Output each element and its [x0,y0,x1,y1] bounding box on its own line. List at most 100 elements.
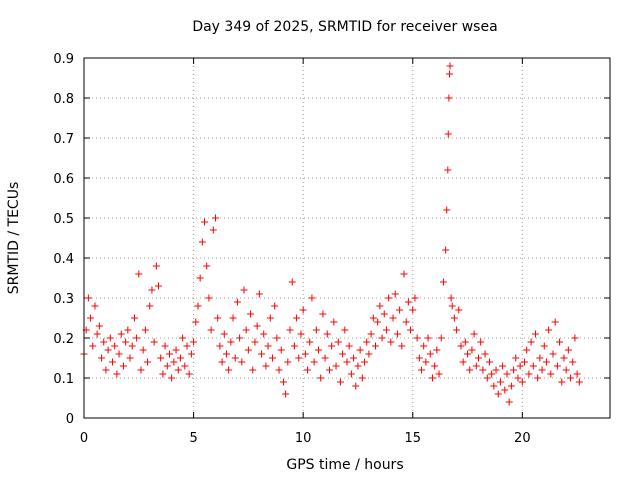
data-point [516,362,524,370]
data-point [439,278,447,286]
data-point [137,366,145,374]
data-point [201,218,209,226]
x-axis-label: GPS time / hours [286,457,403,473]
data-point [466,366,474,374]
data-point [551,318,559,326]
data-point [413,334,421,342]
data-point [367,330,375,338]
data-point [159,370,167,378]
data-point [163,362,171,370]
data-point [115,350,123,358]
data-point [402,318,410,326]
data-point [284,358,292,366]
data-point [470,330,478,338]
data-point [494,390,502,398]
data-point [356,346,364,354]
data-point [290,342,298,350]
data-point [155,282,163,290]
y-axis-label: SRMTID / TECUs [6,182,22,295]
data-point [446,62,454,70]
data-point [111,342,119,350]
data-point [306,338,314,346]
data-point [540,342,548,350]
data-point [117,330,125,338]
data-point [144,358,152,366]
data-point [341,326,349,334]
data-point [415,354,423,362]
data-point [431,362,439,370]
data-point [113,370,121,378]
data-point [312,326,320,334]
data-point [172,346,180,354]
data-point [319,310,327,318]
data-point [538,366,546,374]
data-point [100,338,108,346]
data-point [205,294,213,302]
data-point [214,314,222,322]
data-point [295,354,303,362]
data-point [499,362,507,370]
data-point [461,338,469,346]
data-point [185,370,193,378]
data-point [510,366,518,374]
x-tick-labels: 0 5 10 15 20 [80,431,531,446]
data-point [488,370,496,378]
data-point [398,342,406,350]
data-point [424,334,432,342]
data-point [475,354,482,362]
data-point [369,314,377,322]
data-point [553,362,561,370]
data-point [196,274,204,282]
data-point [244,346,252,354]
data-point [198,238,206,246]
plot-frame [83,57,611,419]
y-tick-label: 0.7 [53,132,74,147]
x-tick-label: 5 [189,431,197,446]
data-point [492,366,500,374]
data-point [317,374,325,382]
data-point [275,366,283,374]
data-point [225,366,233,374]
data-point [378,334,386,342]
data-point [464,350,472,358]
data-point [562,366,570,374]
data-point [536,354,544,362]
y-tick-label: 0 [66,412,74,427]
data-point [518,378,526,386]
data-point [446,70,454,78]
data-point [490,382,498,390]
data-point [130,314,138,322]
data-point [374,318,382,326]
data-point [106,334,114,342]
data-point [450,314,458,322]
x-tick-label: 10 [295,431,312,446]
data-point [433,346,441,354]
data-point [133,334,141,342]
data-point [328,342,336,350]
data-point [347,370,355,378]
data-point [496,378,504,386]
y-tick-label: 0.3 [53,292,74,307]
data-point [325,366,333,374]
data-point [220,330,228,338]
data-point [119,362,127,370]
data-point [247,310,255,318]
data-point [411,294,419,302]
data-point [190,338,198,346]
data-point [236,334,244,342]
data-point [222,350,230,358]
data-point [135,270,143,278]
data-point [575,378,583,386]
data-point [350,354,358,362]
data-point [207,326,215,334]
data-point [483,374,491,382]
data-point [437,334,445,342]
x-tick-label: 20 [514,431,531,446]
data-point [161,342,169,350]
data-point [165,350,173,358]
data-point [545,326,553,334]
data-points [80,62,583,406]
data-point [376,302,384,310]
data-point [91,302,99,310]
data-point [150,338,158,346]
